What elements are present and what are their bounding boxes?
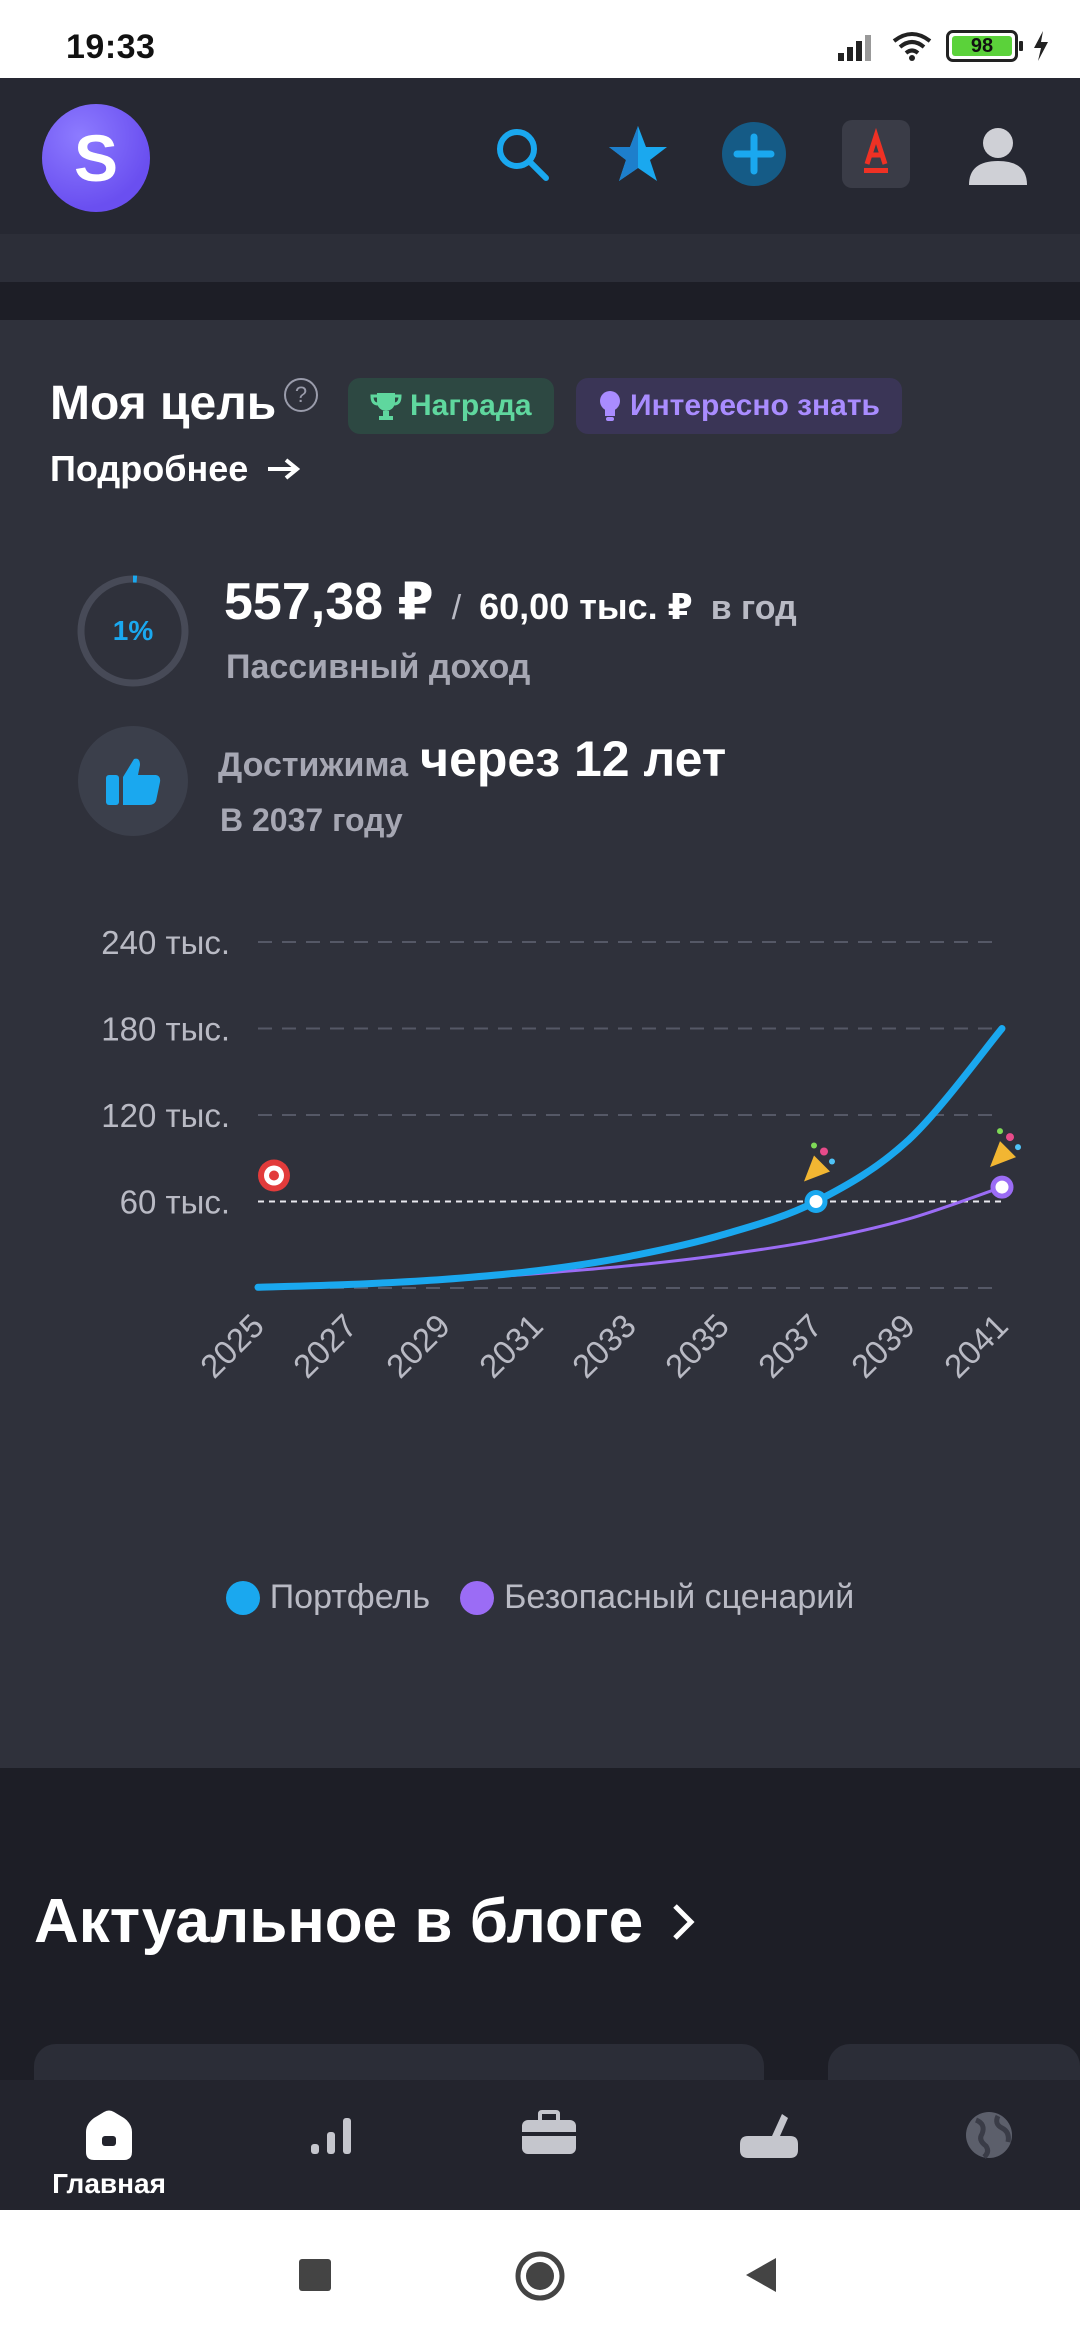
nav-globe[interactable] bbox=[914, 2080, 1064, 2210]
more-link-label: Подробнее bbox=[50, 448, 249, 489]
arrow-right-icon bbox=[268, 458, 301, 480]
home-button-icon[interactable] bbox=[514, 2250, 566, 2302]
x-tick-label: 2035 bbox=[658, 1307, 736, 1385]
search-icon[interactable] bbox=[486, 118, 558, 190]
target-icon-center bbox=[269, 1170, 279, 1181]
star-icon[interactable] bbox=[602, 118, 674, 190]
home-icon bbox=[86, 2110, 132, 2160]
thumbs-up-icon bbox=[78, 726, 188, 836]
x-tick-label: 2029 bbox=[379, 1307, 457, 1385]
alfa-bank-icon[interactable] bbox=[840, 118, 912, 190]
help-icon[interactable]: ? bbox=[284, 378, 318, 412]
legend-portfolio[interactable]: Портфель bbox=[225, 1578, 431, 1617]
y-tick-label: 60 тыс. bbox=[120, 1184, 230, 1221]
nav-home-label: Главная bbox=[52, 2168, 166, 2199]
reach-label: Достижима bbox=[218, 746, 409, 784]
progress-ring bbox=[77, 575, 189, 687]
confetti bbox=[1015, 1144, 1021, 1151]
plus-icon[interactable] bbox=[718, 118, 790, 190]
analytics-icon bbox=[311, 2118, 351, 2154]
charging-icon bbox=[1034, 31, 1048, 61]
app-logo[interactable]: S bbox=[42, 104, 150, 212]
nav-portfolio[interactable] bbox=[474, 2080, 624, 2210]
lightbulb-icon bbox=[600, 391, 620, 421]
interesting-badge-label: Интересно знать bbox=[630, 389, 880, 422]
x-tick-label: 2027 bbox=[286, 1307, 364, 1385]
portfolio-icon bbox=[522, 2110, 576, 2154]
system-navigation bbox=[0, 2210, 1080, 2340]
party-popper-icon bbox=[804, 1155, 830, 1182]
award-badge-label: Награда bbox=[410, 389, 532, 422]
interesting-badge[interactable]: Интересно знать bbox=[576, 378, 902, 434]
income-slash: / bbox=[451, 589, 462, 627]
globe-icon bbox=[966, 2112, 1012, 2159]
legend-safe-label: Безопасный сценарий bbox=[504, 1578, 855, 1616]
y-tick-label: 240 тыс. bbox=[101, 924, 230, 961]
x-tick-label: 2039 bbox=[844, 1307, 922, 1385]
confetti bbox=[811, 1142, 817, 1149]
nav-home[interactable]: Главная bbox=[34, 2080, 184, 2210]
x-tick-label: 2037 bbox=[751, 1307, 829, 1385]
header-strip bbox=[0, 234, 1080, 282]
more-link[interactable]: Подробнее bbox=[50, 448, 301, 490]
status-time: 19:33 bbox=[66, 28, 156, 66]
y-tick-label: 180 тыс. bbox=[101, 1011, 230, 1048]
legend-safe-marker bbox=[460, 1580, 495, 1615]
app-header: S bbox=[0, 78, 1080, 234]
chevron-right-icon bbox=[673, 1903, 695, 1940]
profile-icon[interactable] bbox=[962, 118, 1034, 190]
reach-value: через 12 лет bbox=[420, 731, 727, 787]
back-icon[interactable] bbox=[744, 2256, 778, 2294]
confetti bbox=[1006, 1133, 1014, 1142]
safe-end-point bbox=[990, 1175, 1014, 1199]
goal-reach: Достижима через 12 лет bbox=[218, 730, 726, 788]
blog-card[interactable] bbox=[34, 2044, 764, 2084]
goal-card: Моя цель ? Награда Интересно знать Подро… bbox=[0, 320, 1080, 1768]
x-tick-label: 2025 bbox=[193, 1307, 271, 1385]
reach-year: В 2037 году bbox=[220, 802, 403, 838]
status-bar: 19:33 98 bbox=[0, 0, 1080, 78]
battery-icon: 98 bbox=[946, 30, 1023, 62]
goal-chart: 240 тыс.180 тыс.120 тыс.60 тыс.2025 2027 2… bbox=[101, 924, 1021, 1385]
income-current: 557,38 ₽ bbox=[224, 573, 434, 631]
x-tick-label: 2033 bbox=[565, 1307, 643, 1385]
nav-analytics[interactable] bbox=[256, 2080, 406, 2210]
x-tick-label: 2041 bbox=[937, 1307, 1015, 1385]
x-tick-label: 2031 bbox=[472, 1307, 550, 1385]
battery-level: 98 bbox=[952, 35, 1012, 57]
trophy-icon bbox=[370, 393, 402, 420]
income-caption: Пассивный доход bbox=[226, 648, 531, 686]
confetti bbox=[829, 1158, 835, 1165]
legend-safe[interactable]: Безопасный сценарий bbox=[460, 1578, 854, 1617]
signal-icon bbox=[838, 35, 871, 61]
nav-tools[interactable] bbox=[694, 2080, 844, 2210]
y-tick-label: 120 тыс. bbox=[101, 1097, 230, 1134]
award-badge[interactable]: Награда bbox=[348, 378, 554, 434]
bottom-navigation: Главная bbox=[0, 2080, 1080, 2210]
confetti bbox=[820, 1147, 828, 1156]
blog-heading[interactable]: Актуальное в блоге bbox=[34, 1886, 695, 1957]
income-target: 60,00 тыс. ₽ bbox=[479, 586, 693, 627]
goal-title: Моя цель bbox=[50, 377, 277, 430]
legend-portfolio-marker bbox=[225, 1580, 260, 1615]
tools-icon bbox=[740, 2114, 798, 2158]
wifi-icon bbox=[892, 32, 932, 61]
chart-legend: Портфель Безопасный сценарий bbox=[0, 1578, 1080, 1617]
blog-card[interactable] bbox=[828, 2044, 1080, 2084]
passive-income: 557,38 ₽ / 60,00 тыс. ₽ в год bbox=[224, 572, 797, 632]
portfolio-goal-point bbox=[804, 1190, 828, 1213]
recents-icon[interactable] bbox=[298, 2258, 332, 2292]
blog-heading-label: Актуальное в блоге bbox=[34, 1887, 644, 1956]
series-line-portfolio bbox=[254, 1025, 1006, 1291]
legend-portfolio-label: Портфель bbox=[269, 1578, 431, 1616]
confetti bbox=[997, 1128, 1003, 1135]
income-period: в год bbox=[710, 589, 797, 627]
progress-percent: 1% bbox=[112, 615, 154, 646]
party-popper-icon bbox=[990, 1141, 1016, 1168]
